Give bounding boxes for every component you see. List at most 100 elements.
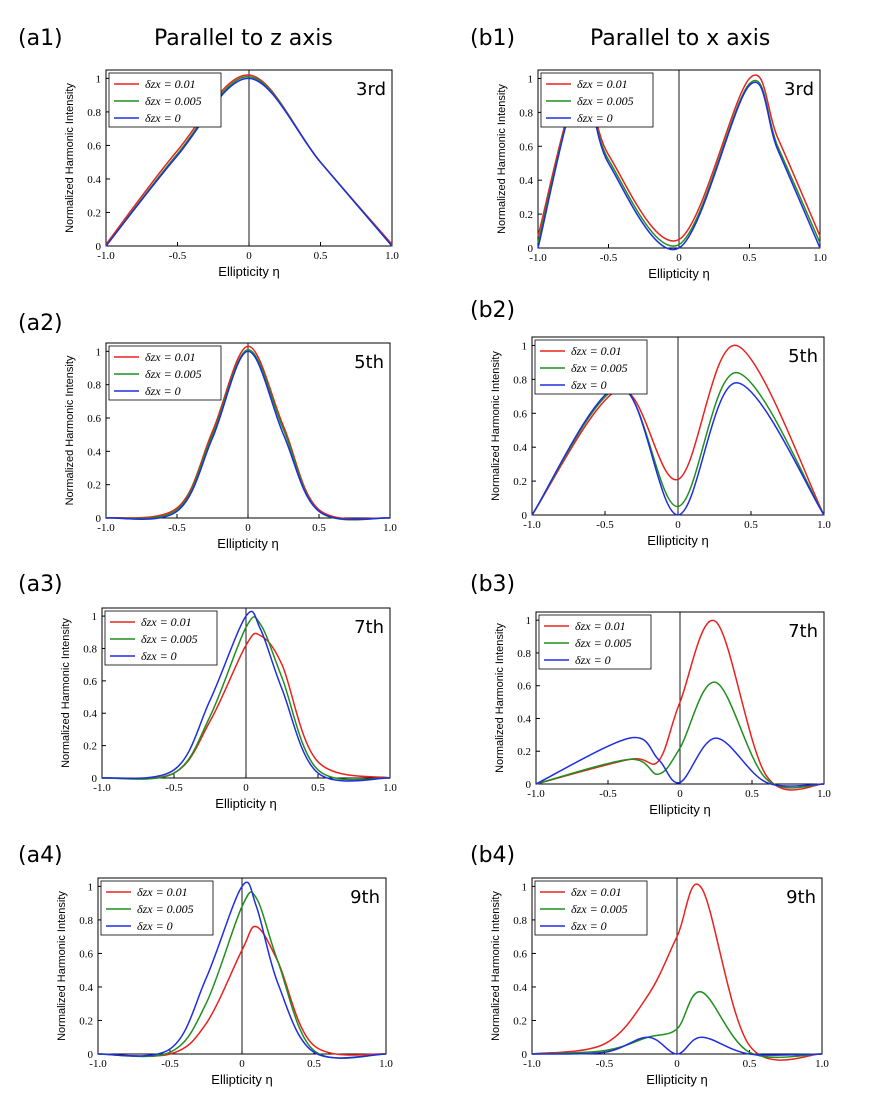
x-tick-label-a3: -1.0	[93, 782, 111, 794]
series-line-a4-1	[97, 891, 387, 1059]
y-tick-label-b3: 0.4	[517, 713, 531, 725]
x-axis-label-b1: Ellipticity η	[648, 266, 709, 281]
legend-label-a4-2: δzx = 0	[137, 919, 173, 933]
panel-label-a1: (a1)	[18, 26, 63, 51]
legend-label-a3-1: δzx = 0.005	[141, 632, 198, 646]
order-label-a4: 9th	[350, 887, 380, 908]
y-tick-label-b3: 0.2	[517, 746, 531, 758]
y-tick-label-a2: 0.4	[87, 446, 101, 458]
y-tick-label-b1: 0.6	[519, 141, 533, 153]
y-tick-label-b2: 0.4	[513, 442, 527, 454]
y-tick-label-a3: 0.2	[83, 741, 97, 753]
y-tick-label-b1: 0.8	[519, 107, 533, 119]
series-line-b2-1	[531, 371, 825, 516]
legend-label-a4-1: δzx = 0.005	[137, 902, 194, 916]
x-tick-label-a4: 1.0	[379, 1058, 393, 1070]
x-axis-label-b3: Ellipticity η	[649, 802, 710, 817]
x-tick-label-b3: -0.5	[599, 788, 617, 800]
x-tick-label-b1: 1.0	[813, 252, 827, 264]
legend-label-b3-1: δzx = 0.005	[575, 636, 632, 650]
y-axis-label-b1: Normalized Harmonic Intensity	[496, 84, 508, 234]
y-tick-label-b3: 0.6	[517, 681, 531, 693]
x-axis-label-b4: Ellipticity η	[646, 1072, 707, 1087]
y-tick-label-a4: 1	[88, 881, 94, 893]
series-line-a3-1	[101, 616, 391, 781]
y-tick-label-b1: 0	[528, 243, 534, 255]
legend-label-b4-0: δzx = 0.01	[571, 885, 622, 899]
y-tick-label-b2: 0.2	[513, 476, 527, 488]
y-tick-label-b4: 1	[522, 881, 528, 893]
y-tick-label-a4: 0.4	[79, 982, 93, 994]
series-line-a2-0	[105, 345, 391, 520]
y-axis-label-b4: Normalized Harmonic Intensity	[490, 891, 502, 1041]
x-tick-label-a1: 1.0	[385, 250, 399, 262]
legend-label-a4-0: δzx = 0.01	[137, 885, 188, 899]
x-tick-label-a3: -0.5	[165, 782, 183, 794]
y-tick-label-a1: 1	[96, 73, 102, 85]
x-tick-label-b1: 0.5	[743, 252, 757, 264]
column-title-z: Parallel to z axis	[154, 26, 333, 51]
x-tick-label-a2: 0.5	[312, 522, 326, 534]
x-tick-label-a4: -1.0	[89, 1058, 107, 1070]
y-tick-label-b4: 0.8	[513, 915, 527, 927]
x-tick-label-a1: -0.5	[169, 250, 187, 262]
legend-label-a2-2: δzx = 0	[145, 384, 181, 398]
y-tick-label-a3: 0.8	[83, 643, 97, 655]
x-tick-label-a2: 1.0	[383, 522, 397, 534]
y-tick-label-b4: 0.4	[513, 982, 527, 994]
panel-label-a2: (a2)	[18, 311, 63, 336]
y-axis-label-a1: Normalized Harmonic Intensity	[64, 83, 76, 233]
order-label-a1: 3rd	[356, 79, 386, 100]
x-tick-label-a4: -0.5	[161, 1058, 179, 1070]
y-tick-label-b1: 1	[528, 73, 534, 85]
y-tick-label-a4: 0	[88, 1049, 94, 1061]
legend-label-a3-2: δzx = 0	[141, 649, 177, 663]
series-line-b3-2	[535, 736, 825, 787]
x-axis-label-a2: Ellipticity η	[217, 536, 278, 551]
x-tick-label-a3: 1.0	[383, 782, 397, 794]
x-tick-label-b4: -1.0	[523, 1058, 541, 1070]
series-line-a3-2	[101, 610, 391, 782]
x-tick-label-b4: 0	[674, 1058, 680, 1070]
x-tick-label-a4: 0.5	[307, 1058, 321, 1070]
y-tick-label-a1: 0.8	[87, 107, 101, 119]
y-tick-label-b2: 1	[522, 340, 528, 352]
y-tick-label-b4: 0	[522, 1049, 528, 1061]
y-tick-label-a4: 0.2	[79, 1015, 93, 1027]
legend-label-b2-0: δzx = 0.01	[571, 344, 622, 358]
x-tick-label-b2: 1.0	[817, 519, 831, 531]
y-tick-label-b2: 0.6	[513, 408, 527, 420]
series-line-a4-0	[97, 925, 387, 1057]
x-axis-label-a4: Ellipticity η	[211, 1072, 272, 1087]
order-label-b2: 5th	[788, 346, 818, 367]
x-tick-label-b1: -1.0	[529, 252, 547, 264]
panel-label-b4: (b4)	[470, 843, 516, 868]
x-tick-label-b2: 0.5	[744, 519, 758, 531]
x-tick-label-b1: 0	[676, 252, 682, 264]
y-tick-label-a2: 1	[96, 346, 102, 358]
y-tick-label-b3: 0	[526, 779, 532, 791]
y-axis-label-b3: Normalized Harmonic Intensity	[494, 623, 506, 773]
legend-label-b2-2: δzx = 0	[571, 378, 607, 392]
y-axis-label-a3: Normalized Harmonic Intensity	[60, 618, 72, 768]
y-tick-label-b2: 0.8	[513, 374, 527, 386]
y-tick-label-a4: 0.8	[79, 915, 93, 927]
x-tick-label-b4: -0.5	[596, 1058, 614, 1070]
y-tick-label-b3: 1	[526, 615, 532, 627]
y-axis-label-a4: Normalized Harmonic Intensity	[56, 891, 68, 1041]
x-tick-label-b4: 1.0	[815, 1058, 829, 1070]
y-axis-label-b2: Normalized Harmonic Intensity	[490, 351, 502, 501]
y-tick-label-a1: 0.6	[87, 140, 101, 152]
order-label-b3: 7th	[788, 621, 818, 642]
legend-label-a2-1: δzx = 0.005	[145, 367, 202, 381]
series-line-a1-2	[105, 77, 393, 247]
y-tick-label-a2: 0.2	[87, 480, 101, 492]
x-tick-label-b2: -1.0	[523, 519, 541, 531]
y-tick-label-a3: 0.4	[83, 708, 97, 720]
legend-label-a1-2: δzx = 0	[145, 111, 181, 125]
legend-label-b4-2: δzx = 0	[571, 919, 607, 933]
series-line-b4-1	[531, 991, 823, 1059]
y-tick-label-b3: 0.8	[517, 648, 531, 660]
legend-label-a1-1: δzx = 0.005	[145, 94, 202, 108]
y-tick-label-b4: 0.2	[513, 1015, 527, 1027]
